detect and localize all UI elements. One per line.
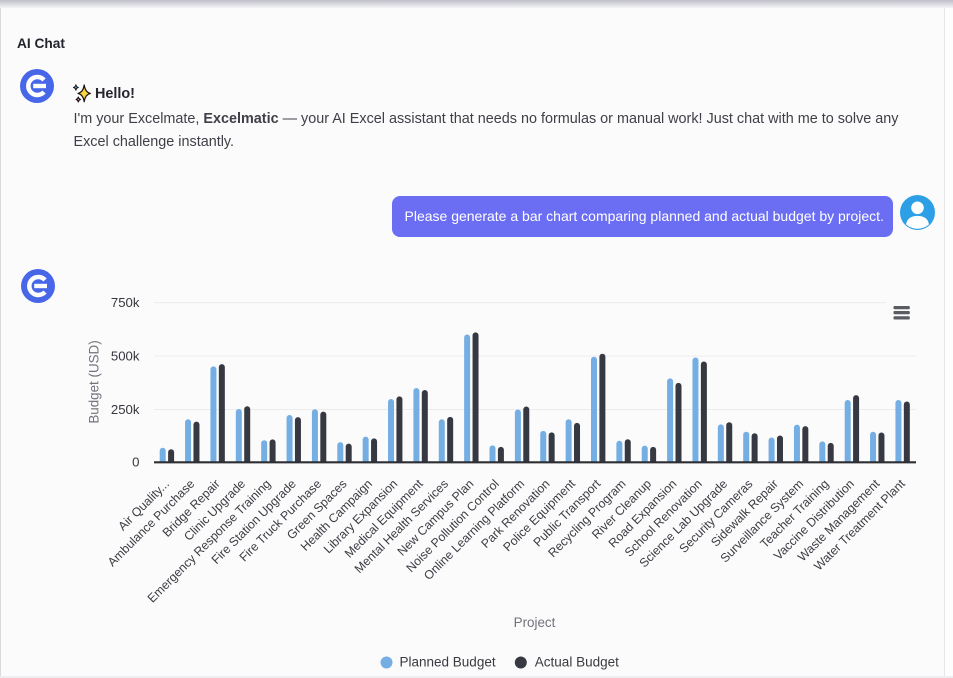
svg-text:Planned Budget: Planned Budget bbox=[400, 655, 496, 670]
svg-text:0: 0 bbox=[132, 455, 139, 470]
svg-text:Budget (USD): Budget (USD) bbox=[87, 340, 102, 423]
svg-text:250k: 250k bbox=[111, 402, 140, 417]
svg-text:500k: 500k bbox=[111, 349, 140, 364]
svg-text:750k: 750k bbox=[111, 295, 140, 310]
svg-text:Project: Project bbox=[514, 615, 556, 630]
svg-text:Actual Budget: Actual Budget bbox=[535, 655, 619, 670]
